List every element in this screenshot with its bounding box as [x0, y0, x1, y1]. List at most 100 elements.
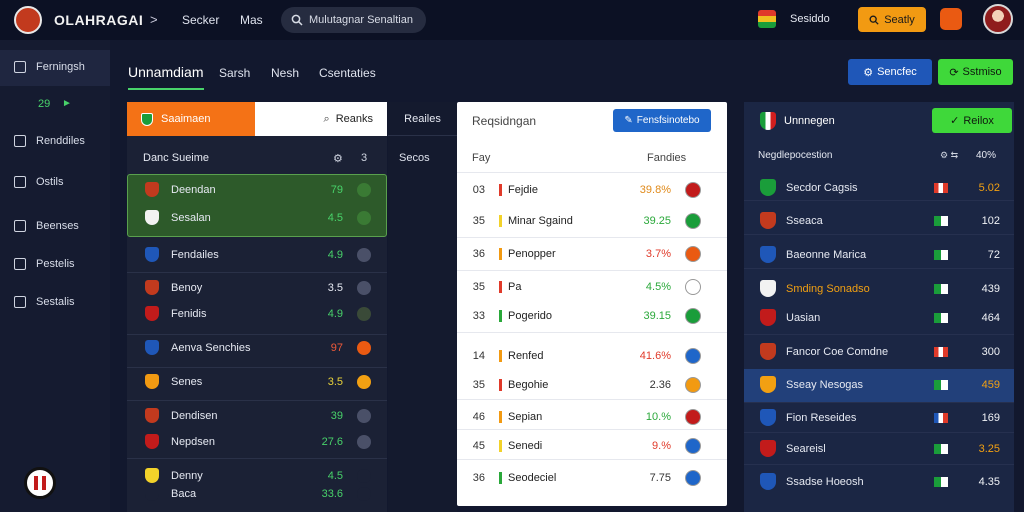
sidebar-item-4[interactable]: Pestelis: [14, 258, 75, 270]
team-value: 2.36: [649, 379, 671, 391]
strip-sub[interactable]: Secos: [399, 152, 430, 164]
flag-icon: [934, 312, 948, 323]
table-row[interactable]: Fancor Coe Comdne 300: [744, 343, 1014, 360]
settings-icon[interactable]: ⚙: [333, 153, 343, 165]
tab-0[interactable]: Sarsh: [219, 66, 251, 80]
team-value: 3.25: [978, 442, 1000, 455]
brand-logo[interactable]: [14, 6, 42, 34]
status-icon[interactable]: [357, 468, 371, 483]
sidebar-item-0[interactable]: Ferningsh: [14, 61, 85, 73]
table-row[interactable]: 14 Renfed 41.6%: [457, 348, 727, 364]
sidebar-item-5[interactable]: Sestalis: [14, 296, 75, 308]
row-divider: [457, 399, 727, 400]
search-box[interactable]: [281, 7, 426, 33]
nav-link-1[interactable]: Secker: [182, 13, 220, 27]
row-divider: [457, 459, 727, 460]
table-row[interactable]: Senes 3.5: [127, 374, 387, 389]
panel-action-button[interactable]: ✎ Fensfsinotebo: [613, 109, 711, 132]
row-divider: [744, 334, 1014, 335]
table-row[interactable]: 35 Pa 4.5%: [457, 279, 727, 295]
team-name: Pogerido: [508, 310, 553, 322]
table-row[interactable]: Smding Sonadso 439: [744, 280, 1014, 297]
status-icon[interactable]: [357, 408, 371, 423]
team-value: 33.6: [321, 487, 343, 500]
table-row[interactable]: Sseaca 102: [744, 212, 1014, 229]
panel-search[interactable]: ⌕ Reanks: [255, 102, 387, 136]
table-row[interactable]: Denny 4.5: [127, 468, 387, 483]
table-row[interactable]: Dendisen 39: [127, 408, 387, 423]
sidebar-item-1[interactable]: Renddiles: [14, 135, 85, 147]
table-row[interactable]: Fion Reseides 169: [744, 409, 1014, 426]
team-value: 300: [981, 345, 1000, 358]
notification-icon[interactable]: [940, 8, 962, 30]
username[interactable]: Sesiddo: [790, 13, 830, 25]
table-row[interactable]: Sseay Nesogas 459: [744, 376, 1014, 393]
status-icon[interactable]: [357, 340, 371, 355]
status-icon[interactable]: [357, 210, 371, 225]
flag-icon: [934, 283, 948, 294]
status-icon[interactable]: [357, 486, 371, 501]
table-row[interactable]: Sesalan 4.5: [127, 210, 387, 225]
table-row[interactable]: 33 Pogerido 39.15: [457, 308, 727, 324]
table-row[interactable]: Aenva Senchies 97: [127, 340, 387, 355]
crest-icon: [760, 212, 776, 229]
table-row[interactable]: Ssadse Hoeosh 4.35: [744, 473, 1014, 490]
table-row[interactable]: Secdor Cagsis 5.02: [744, 179, 1014, 196]
sidebar-item-label: Renddiles: [36, 135, 85, 147]
tab-active-label: Saaimaen: [161, 113, 211, 125]
table-row[interactable]: Baca 33.6: [127, 486, 387, 501]
sidebar-item-2[interactable]: Ostils: [14, 176, 64, 188]
sort-icon[interactable]: ⚙ ⇆: [940, 150, 959, 160]
team-value: 3.5: [327, 281, 343, 294]
table-row[interactable]: 36 Seodeciel 7.75: [457, 470, 727, 486]
table-row[interactable]: Nepdsen 27.6: [127, 434, 387, 449]
status-icon[interactable]: [357, 434, 371, 449]
sidebar-item-label: Pestelis: [36, 258, 75, 270]
status-icon[interactable]: [357, 374, 371, 389]
standings-panel: Saaimaen ⌕ Reanks Danc Sueime ⚙ 3 Deenda…: [127, 102, 387, 512]
team-value: 27.6: [321, 435, 343, 448]
table-row[interactable]: Fenidis 4.9: [127, 306, 387, 321]
green-action-label: Sstmiso: [962, 66, 1002, 78]
panel-action-button[interactable]: ✓ Reilox: [932, 108, 1012, 133]
table-row[interactable]: 45 Senedi 9.%: [457, 438, 727, 454]
table-row[interactable]: 35 Minar Sgaind 39.25: [457, 213, 727, 229]
color-marker: [499, 184, 502, 196]
table-row[interactable]: 03 Fejdie 39.8%: [457, 182, 727, 198]
section-title[interactable]: Unnamdiam: [128, 64, 204, 80]
table-row[interactable]: Fendailes 4.9: [127, 247, 387, 262]
search-action-button[interactable]: Seatly: [858, 7, 926, 32]
strip-header[interactable]: Reailes: [388, 102, 457, 136]
team-value: 4.9: [327, 248, 343, 261]
status-icon[interactable]: [357, 182, 371, 197]
nav-link-2[interactable]: Mas: [240, 13, 263, 27]
team-value: 102: [981, 214, 1000, 227]
table-row[interactable]: Benoy 3.5: [127, 280, 387, 295]
table-row[interactable]: 46 Sepian 10.%: [457, 409, 727, 425]
chevron-right-icon[interactable]: >: [150, 12, 158, 27]
play-icon[interactable]: ►: [62, 98, 72, 109]
search-input[interactable]: [309, 14, 419, 26]
tab-1[interactable]: Nesh: [271, 66, 300, 80]
sidebar-item-3[interactable]: Beenses: [14, 220, 79, 232]
table-row[interactable]: Seareisl 3.25: [744, 440, 1014, 457]
status-icon[interactable]: [357, 306, 371, 321]
table-row[interactable]: Deendan 79: [127, 182, 387, 197]
avatar[interactable]: [983, 4, 1013, 34]
row-number: 33: [472, 310, 485, 322]
column-header: Fandies: [647, 152, 687, 164]
tab-2[interactable]: Csentaties: [319, 66, 376, 80]
table-row[interactable]: 36 Penopper 3.7%: [457, 246, 727, 262]
blue-action-button[interactable]: ⚙ Sencfec: [848, 59, 932, 85]
table-row[interactable]: 35 Begohie 2.36: [457, 377, 727, 393]
table-row[interactable]: Baeonne Marica 72: [744, 246, 1014, 263]
table-row[interactable]: Uasian 464: [744, 309, 1014, 326]
status-icon[interactable]: [357, 280, 371, 295]
flag-icon: [934, 182, 948, 193]
status-icon[interactable]: [357, 247, 371, 262]
crest-icon: [760, 343, 776, 360]
active-tab-indicator: [128, 88, 204, 90]
green-action-button[interactable]: ⟳ Sstmiso: [938, 59, 1013, 85]
search-icon: [291, 14, 303, 26]
tab-active[interactable]: Saaimaen: [127, 102, 255, 136]
